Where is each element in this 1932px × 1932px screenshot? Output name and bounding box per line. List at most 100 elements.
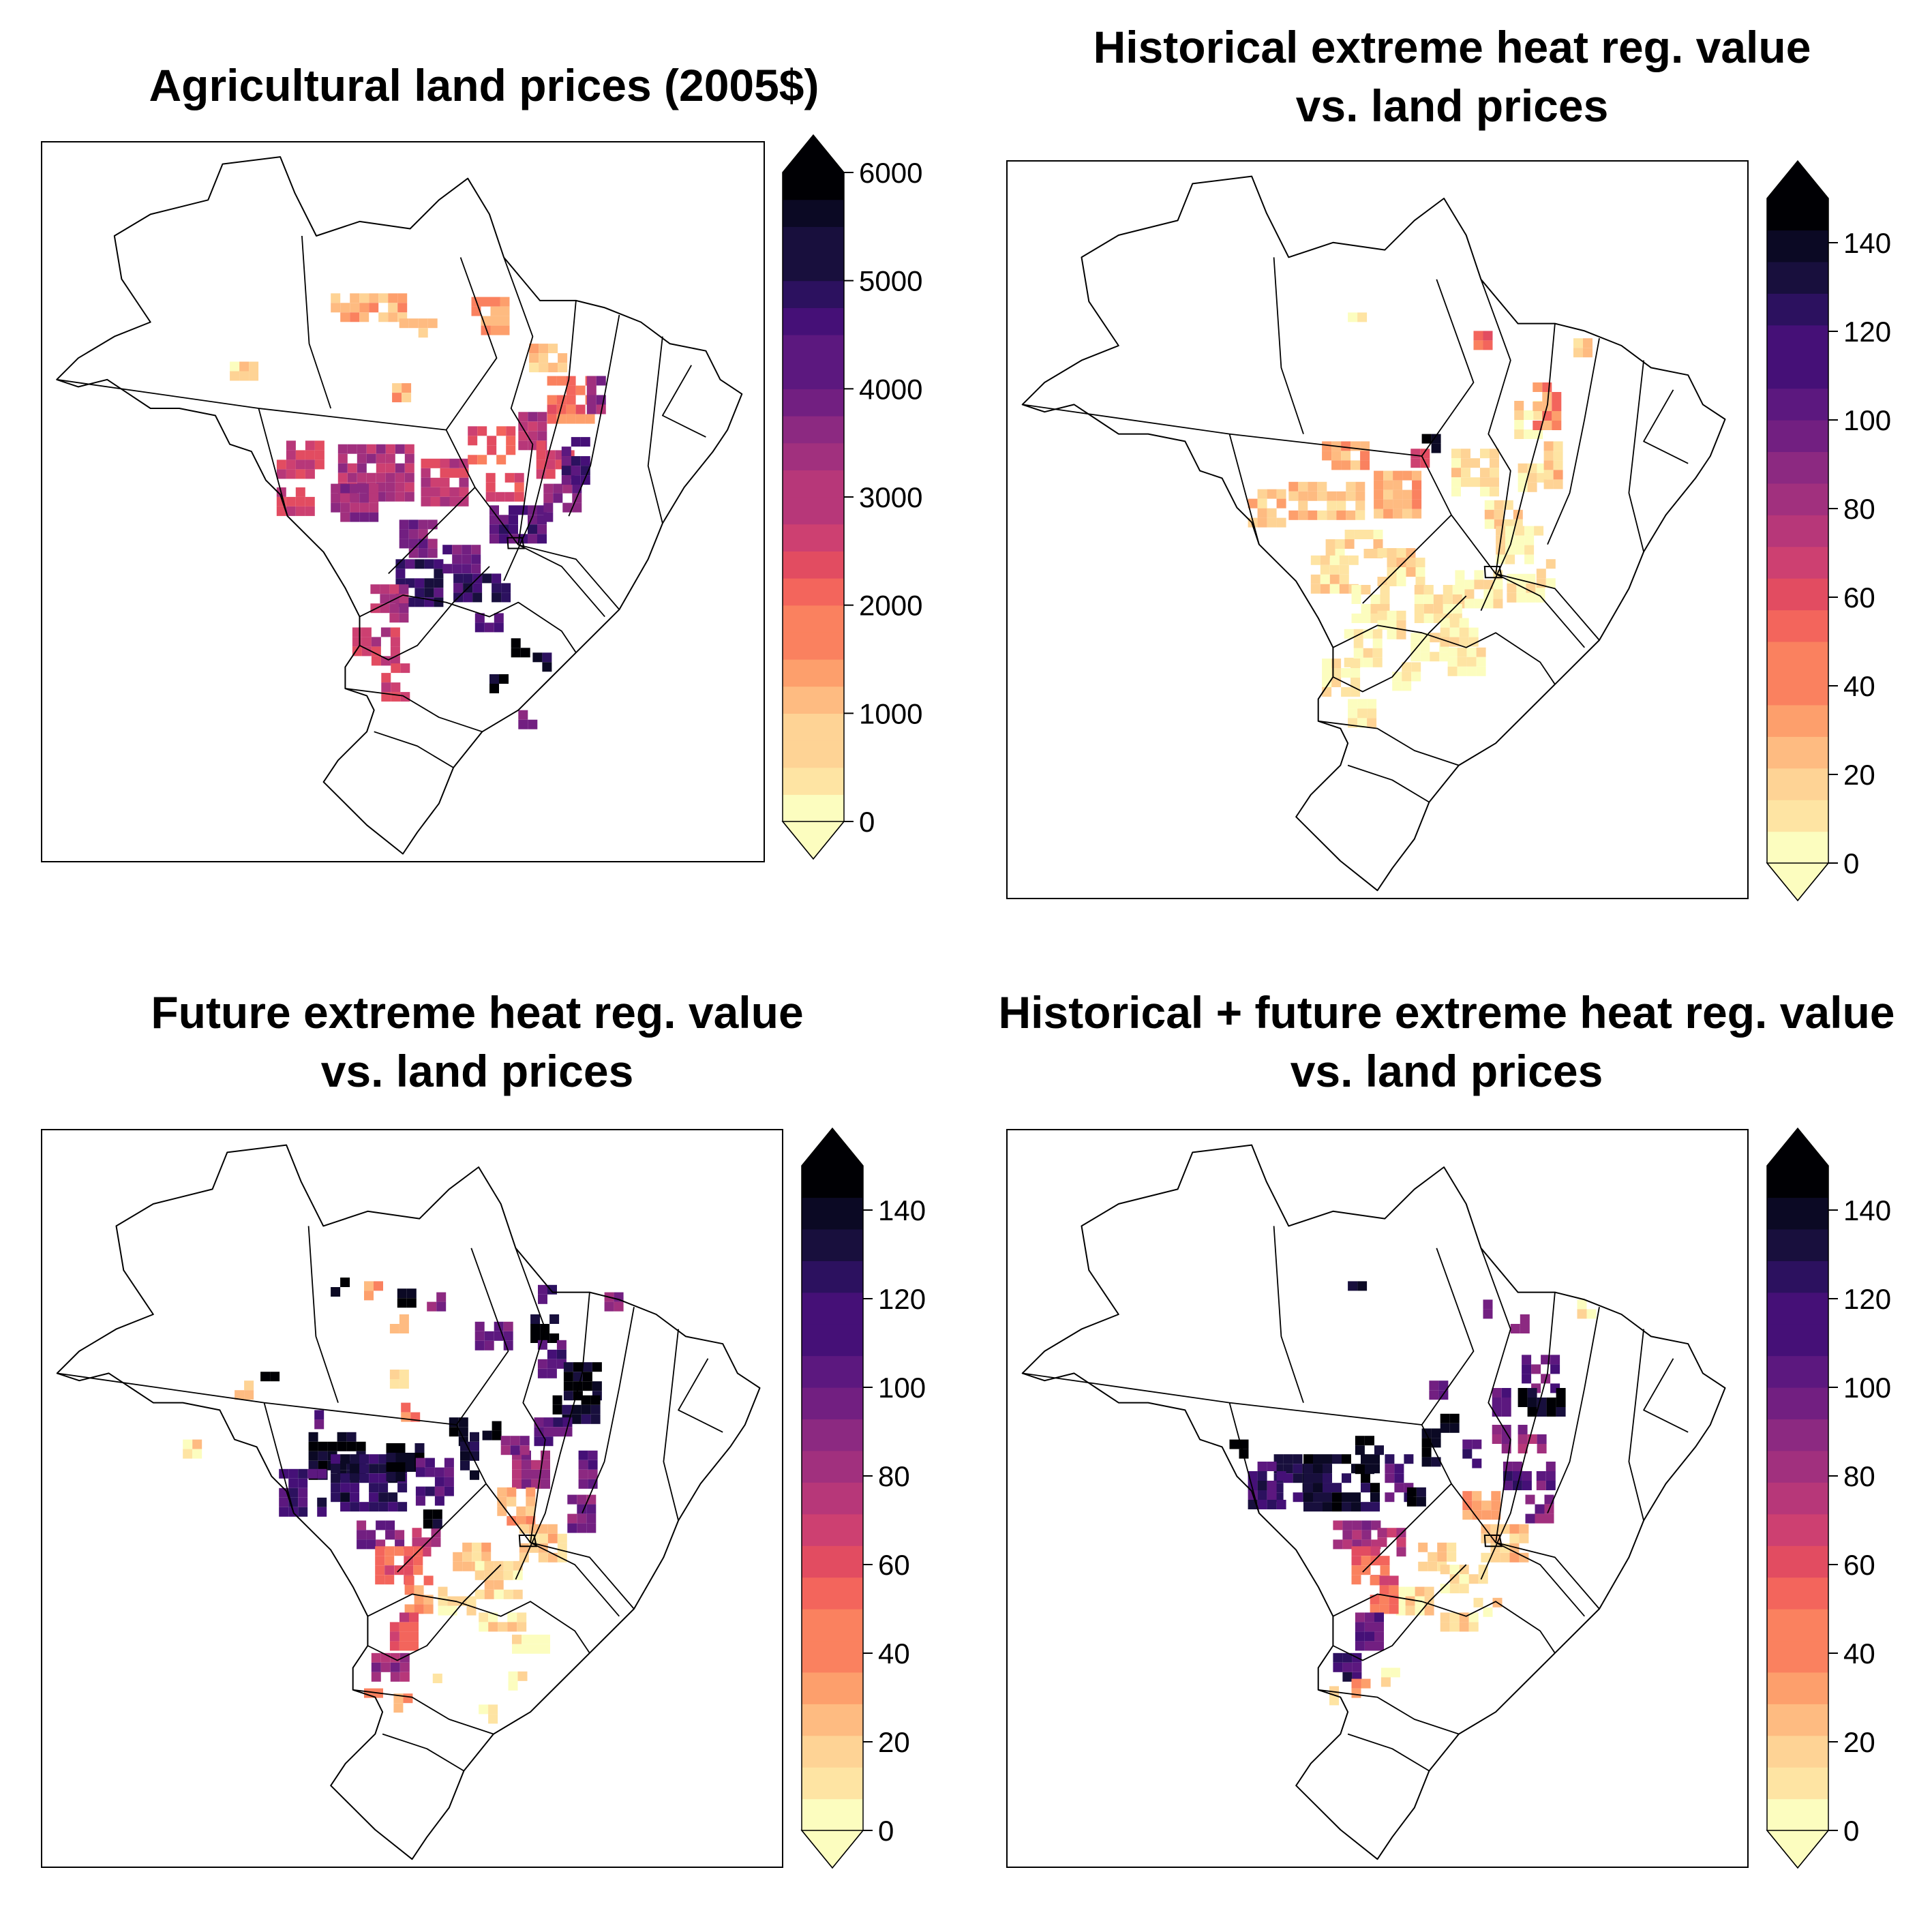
raster-cell (452, 564, 462, 574)
state-boundary (678, 1358, 723, 1433)
raster-cell (566, 414, 576, 424)
raster-cell (388, 303, 398, 313)
raster-cell (1440, 1413, 1450, 1423)
raster-cell (1377, 620, 1387, 630)
raster-cell (1449, 618, 1460, 628)
colorbar: 0 20 40 60 80 100 120 140 (800, 1127, 952, 1871)
raster-cell (1374, 1445, 1384, 1455)
raster-cell (1298, 481, 1308, 492)
raster-cell (1341, 668, 1351, 678)
raster-cell (357, 444, 367, 454)
raster-cell (1433, 594, 1443, 604)
raster-cell (1361, 1502, 1370, 1512)
raster-cell (522, 1469, 531, 1479)
colorbar-tick-label: 80 (1843, 1460, 1875, 1492)
raster-cell (470, 1441, 479, 1451)
colorbar-step (802, 1513, 863, 1546)
raster-cell (518, 710, 528, 720)
raster-cell (1402, 499, 1413, 509)
raster-cell (556, 1340, 567, 1350)
raster-cell (573, 1362, 583, 1372)
raster-cell (371, 1672, 381, 1682)
raster-cell (1449, 1423, 1460, 1433)
country-outline (56, 156, 743, 855)
federal-district-outline (1483, 1535, 1503, 1548)
raster-cell (418, 318, 428, 329)
raster-cell (1518, 463, 1528, 473)
raster-cell (359, 512, 369, 522)
raster-cell (1412, 470, 1422, 481)
raster-cell (1480, 449, 1490, 459)
raster-cell (471, 554, 481, 564)
raster-cell (503, 1589, 513, 1599)
raster-cell (543, 1417, 554, 1428)
raster-cell (1412, 480, 1422, 490)
raster-cell (462, 1542, 472, 1552)
raster-cell (340, 483, 350, 494)
raster-cell (1412, 509, 1422, 519)
raster-cell (575, 385, 586, 395)
raster-cell (1553, 441, 1563, 451)
raster-cell (586, 395, 597, 405)
raster-cell (1329, 1695, 1339, 1706)
raster-cell (499, 515, 509, 525)
raster-cell (541, 1460, 550, 1470)
raster-cell (500, 1445, 511, 1455)
raster-cell (490, 297, 500, 307)
raster-cell (1283, 1464, 1293, 1474)
raster-cell (1396, 1537, 1406, 1548)
raster-cell (538, 1533, 548, 1543)
raster-cell (385, 482, 395, 492)
colorbar-step (1767, 1482, 1828, 1515)
raster-cell (553, 483, 563, 494)
raster-cell (1552, 411, 1562, 421)
raster-cell (1293, 1454, 1303, 1464)
raster-cell (1342, 1454, 1351, 1464)
raster-cell (1519, 1533, 1529, 1543)
raster-cell (1357, 699, 1368, 709)
raster-cell (487, 436, 497, 446)
raster-cell (434, 1486, 444, 1496)
raster-cell (1410, 449, 1421, 459)
raster-cell (517, 1622, 527, 1632)
state-boundary (1547, 1307, 1600, 1513)
raster-cell (1370, 1502, 1380, 1512)
colorbar-tick-label: 1000 (859, 697, 922, 729)
raster-cell (1363, 657, 1373, 667)
colorbar-step (1767, 1798, 1828, 1831)
raster-cell (1313, 1483, 1323, 1493)
raster-cell (1462, 1510, 1473, 1520)
raster-cell (1573, 348, 1583, 358)
raster-cell (459, 458, 469, 468)
raster-cell (376, 472, 386, 483)
raster-cell (1527, 472, 1537, 483)
raster-cell (494, 1331, 504, 1341)
raster-cell (327, 1441, 337, 1451)
raster-cell (586, 1523, 597, 1533)
raster-cell (497, 1506, 507, 1516)
raster-cell (582, 1362, 592, 1372)
raster-cell (308, 1432, 318, 1442)
raster-cell (558, 363, 568, 373)
brazil-map (1021, 1144, 1726, 1860)
raster-cell (192, 1449, 202, 1459)
raster-cell (400, 663, 410, 674)
state-boundary (301, 235, 332, 409)
raster-cell (260, 1372, 271, 1382)
raster-cell (371, 1652, 381, 1663)
raster-cell (438, 1586, 448, 1597)
raster-cell (1507, 592, 1517, 603)
raster-cell (537, 421, 547, 432)
raster-cell (537, 412, 547, 422)
raster-cell (1288, 510, 1299, 520)
state-boundary (1273, 257, 1304, 434)
raster-cell (494, 1560, 504, 1571)
raster-cell (391, 692, 401, 702)
raster-cell (1474, 599, 1484, 609)
raster-cell (1363, 549, 1374, 558)
raster-cell (512, 1634, 522, 1644)
raster-cell (1522, 1481, 1532, 1490)
raster-cell (1331, 668, 1342, 678)
colorbar-svg: 0 20 40 60 80 100 120 140 (1766, 1127, 1891, 1869)
raster-cell (1452, 585, 1462, 594)
